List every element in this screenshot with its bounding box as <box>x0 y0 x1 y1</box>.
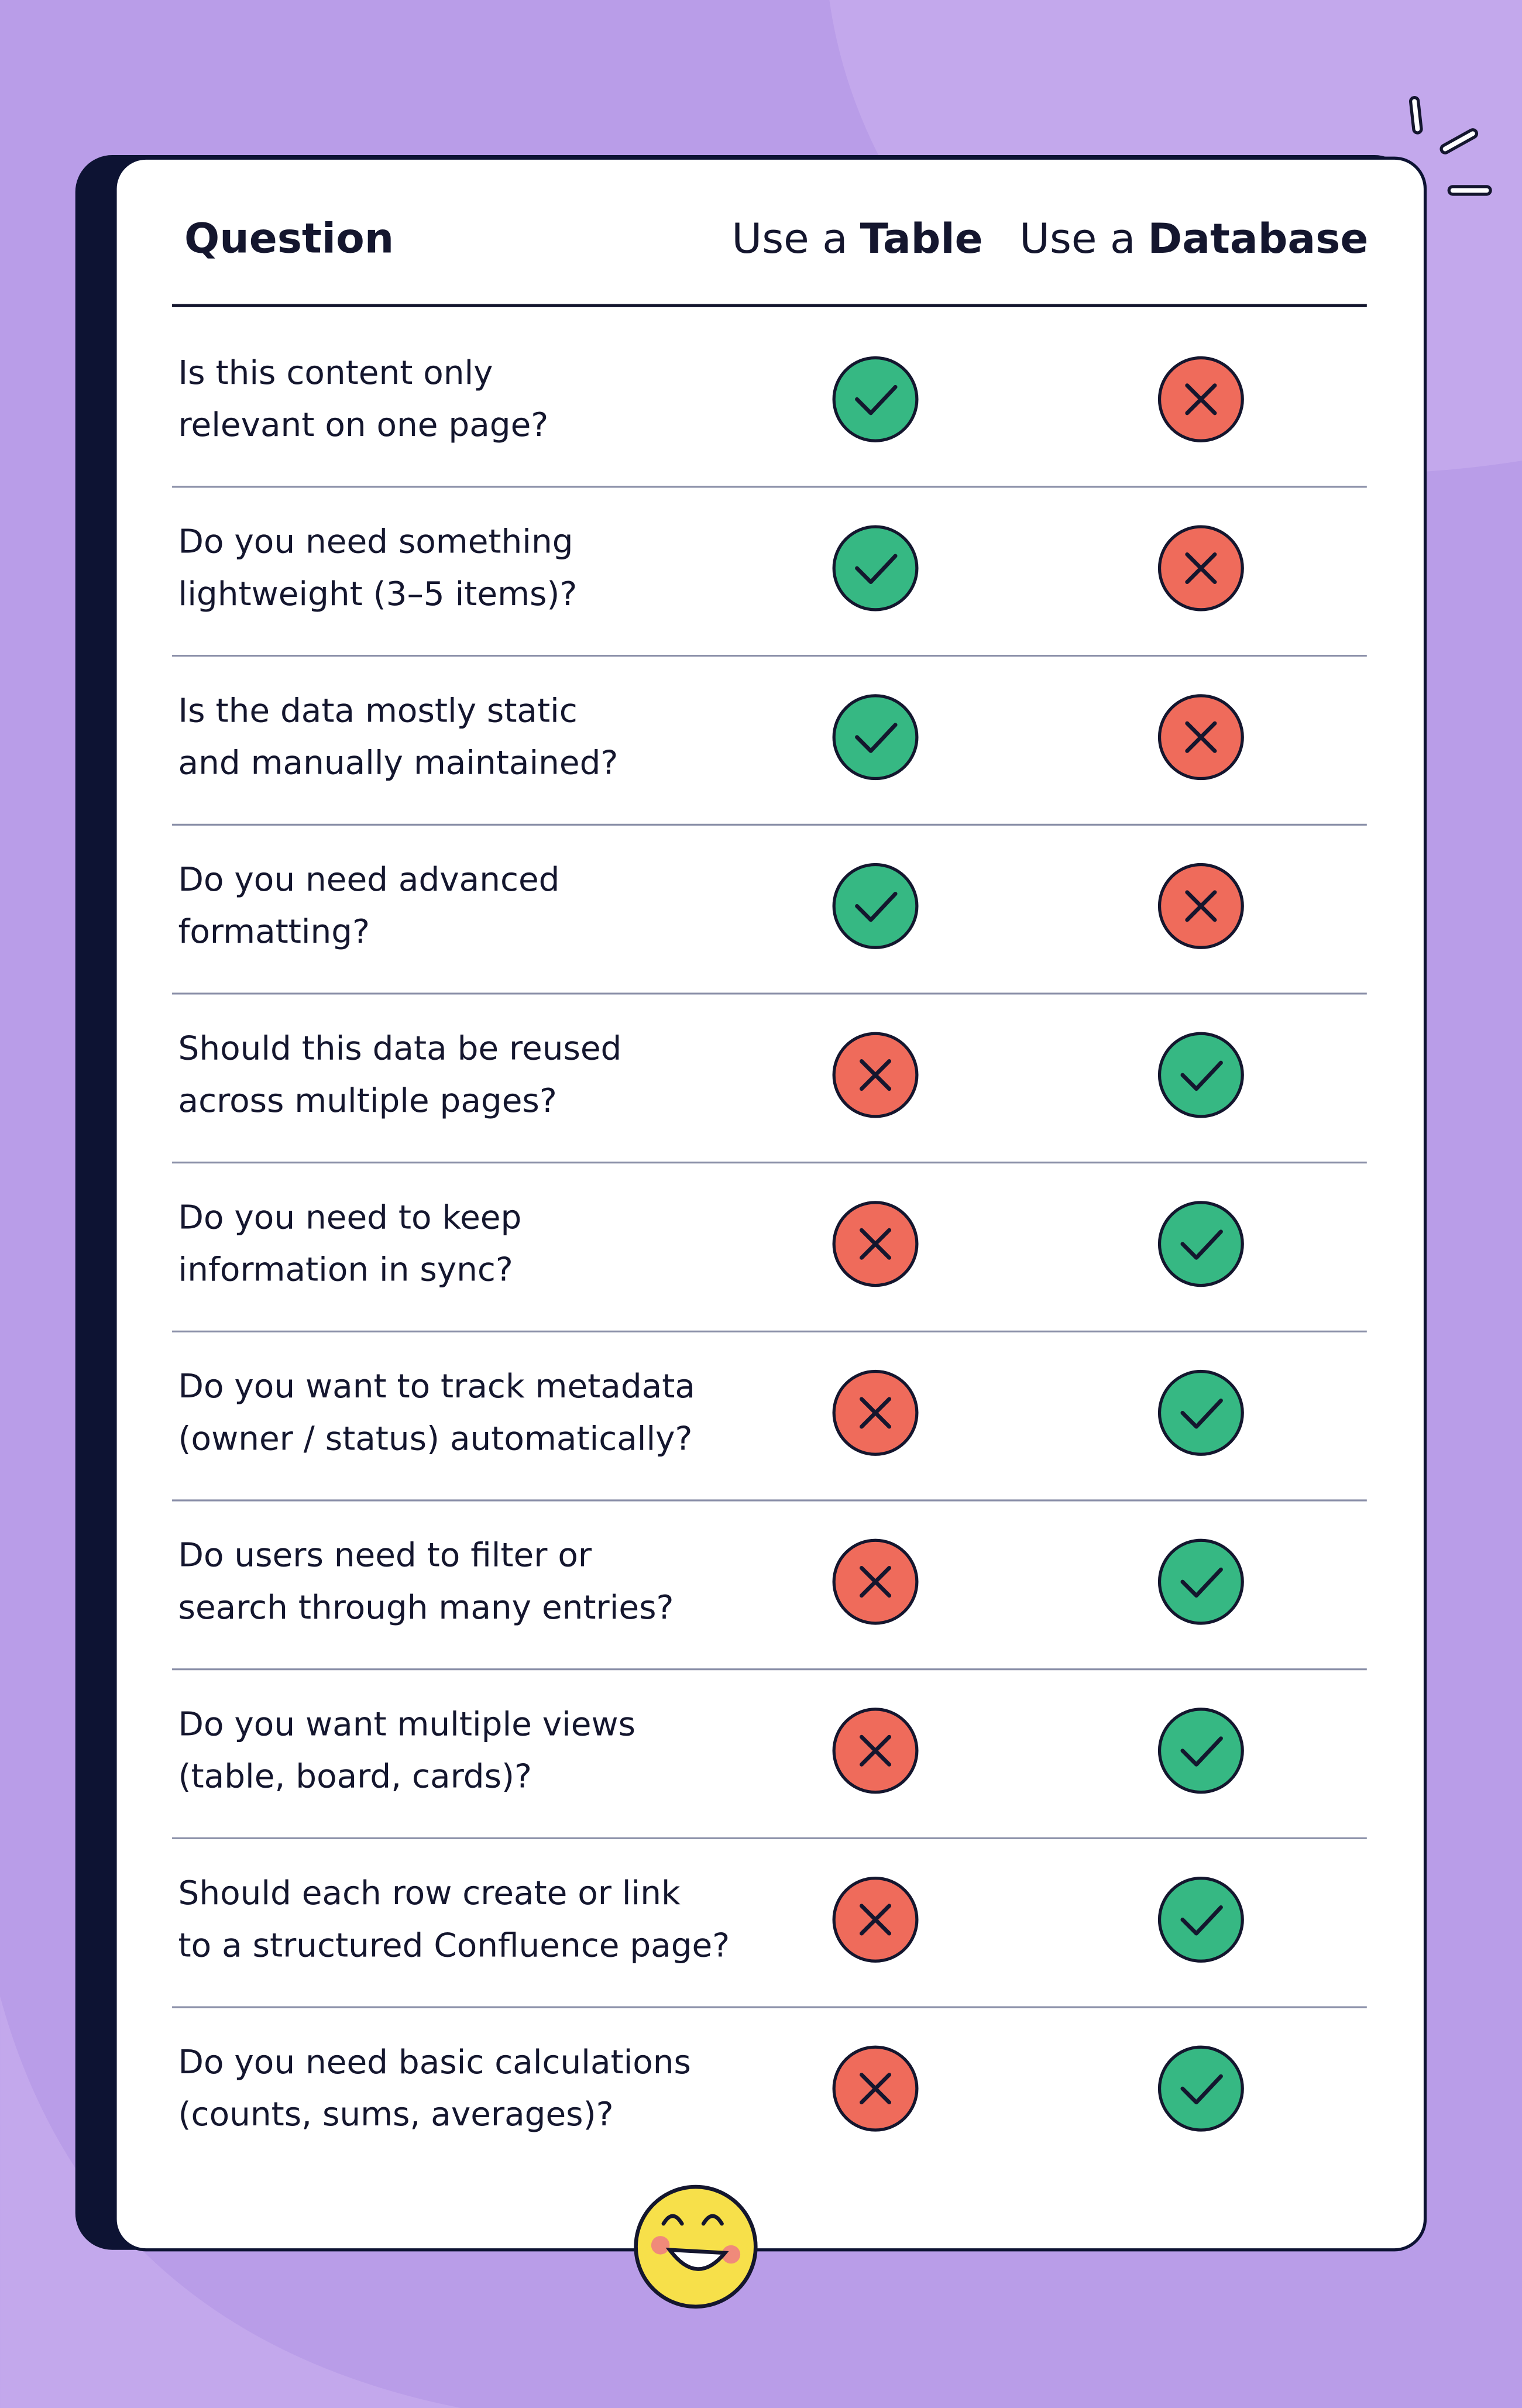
cross-icon <box>1157 525 1244 612</box>
icon-glyph <box>859 1397 892 1429</box>
icon-circle <box>1157 1876 1244 1963</box>
card <box>114 156 1427 2252</box>
question-text: formatting? <box>178 913 370 951</box>
cross-icon <box>1157 694 1244 781</box>
cross-icon <box>1157 863 1244 949</box>
question-text: Do you need basic calculations <box>178 2043 691 2081</box>
header-question: Question <box>184 214 394 263</box>
icon-circle <box>1157 2045 1244 2132</box>
header-table: Use a Table <box>731 214 982 263</box>
rows: Is this content only relevant on one page… <box>172 354 1367 2134</box>
icon-circle <box>1157 1708 1244 1794</box>
cross-icon <box>832 1538 919 1625</box>
icon-glyph <box>855 723 898 753</box>
cross-icon <box>832 1032 919 1118</box>
icon-glyph <box>859 1059 892 1091</box>
icon-glyph <box>859 1566 892 1598</box>
icon-glyph <box>855 891 898 922</box>
question-text: lightweight (3–5 items)? <box>178 575 578 613</box>
cross-icon <box>832 1876 919 1963</box>
check-icon <box>1157 1876 1244 1963</box>
question-text: Should each row create or link <box>178 1874 681 1912</box>
icon-glyph <box>859 2073 892 2105</box>
cross-icon <box>832 1369 919 1456</box>
check-icon <box>832 356 919 442</box>
header-prefix: Use a <box>1019 214 1135 263</box>
question-text: search through many entries? <box>178 1589 674 1627</box>
smiley <box>634 2184 758 2309</box>
bg-blob <box>0 1996 461 2408</box>
icon-glyph <box>1185 552 1217 585</box>
question-text: Do users need to filter or <box>178 1537 592 1575</box>
header-database: Use a Database <box>1019 214 1368 263</box>
icon-glyph <box>859 1734 892 1767</box>
question-text: Do you want multiple views <box>178 1705 635 1743</box>
icon-glyph <box>1180 1736 1223 1767</box>
icon-glyph <box>859 1904 892 1936</box>
icon-glyph <box>1180 1229 1223 1260</box>
icon-circle <box>832 863 919 949</box>
icon-circle <box>1157 1201 1244 1287</box>
question-text: (table, board, cards)? <box>178 1758 532 1796</box>
question-text: relevant on one page? <box>178 406 549 444</box>
sparks-highlight <box>1412 99 1489 193</box>
cross-icon <box>1157 356 1244 442</box>
check-icon <box>832 694 919 781</box>
header-bold: Table <box>860 214 983 263</box>
header-bold: Database <box>1147 214 1368 263</box>
question-text: Is this content only <box>178 354 493 392</box>
icon-glyph <box>1180 1399 1223 1429</box>
icon-glyph <box>1180 1060 1223 1091</box>
question-text: Do you need to keep <box>178 1198 522 1236</box>
header-prefix: Use a <box>731 214 847 263</box>
question-text: (owner / status) automatically? <box>178 1420 693 1458</box>
icon-circle <box>1157 1369 1244 1456</box>
question-text: across multiple pages? <box>178 1082 557 1120</box>
cross-icon <box>832 1201 919 1287</box>
icon-glyph <box>855 384 898 415</box>
icon-glyph <box>1185 721 1217 753</box>
question-text: Is the data mostly static <box>178 692 578 730</box>
check-icon <box>1157 1032 1244 1118</box>
icon-glyph <box>855 554 898 585</box>
icon-glyph <box>859 1228 892 1260</box>
check-icon <box>1157 2045 1244 2132</box>
icon-circle <box>832 694 919 781</box>
question-text: and manually maintained? <box>178 744 619 782</box>
question-text: to a structured Confluence page? <box>178 1926 730 1964</box>
check-icon <box>832 863 919 949</box>
check-icon <box>1157 1201 1244 1287</box>
question-text: Should this data be reused <box>178 1030 622 1068</box>
check-icon <box>832 525 919 612</box>
check-icon <box>1157 1538 1244 1625</box>
icon-circle <box>832 356 919 442</box>
icon-glyph <box>1185 383 1217 415</box>
icon-circle <box>832 525 919 612</box>
cross-icon <box>832 2045 919 2132</box>
check-icon <box>1157 1369 1244 1456</box>
icon-glyph <box>1180 1905 1223 1936</box>
question-text: Do you want to track metadata <box>178 1368 695 1406</box>
cross-icon <box>832 1708 919 1794</box>
icon-circle <box>1157 1538 1244 1625</box>
icon-glyph <box>1180 1567 1223 1598</box>
question-text: Do you need something <box>178 523 573 561</box>
icon-glyph <box>1185 890 1217 922</box>
question-text: (counts, sums, averages)? <box>178 2096 614 2134</box>
icon-glyph <box>1180 2074 1223 2105</box>
question-text: information in sync? <box>178 1251 513 1289</box>
question-text: Do you need advanced <box>178 861 560 899</box>
icon-circle <box>1157 1032 1244 1118</box>
check-icon <box>1157 1708 1244 1794</box>
